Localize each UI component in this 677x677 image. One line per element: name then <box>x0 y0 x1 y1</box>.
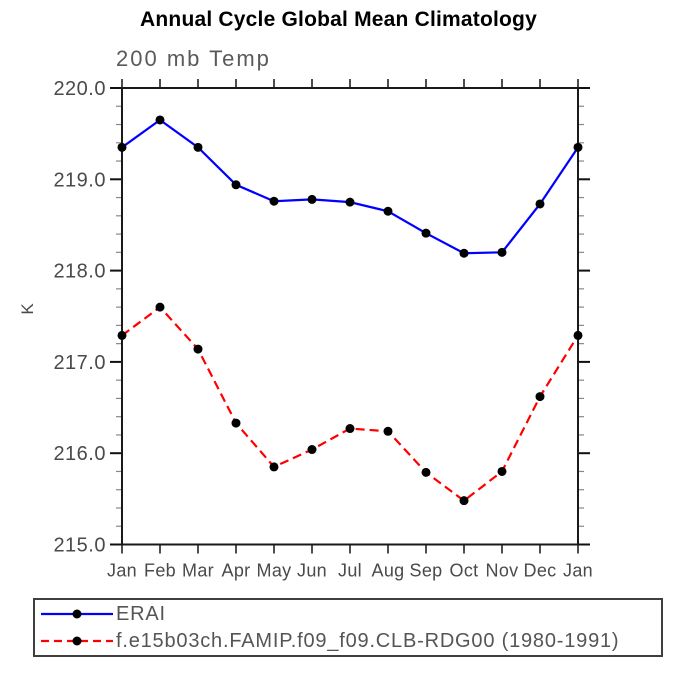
data-point-marker <box>307 194 317 204</box>
data-point-marker <box>535 199 545 209</box>
x-tick-label: Nov <box>486 561 519 581</box>
data-point-marker <box>117 142 127 152</box>
x-tick-label: Aug <box>372 561 405 581</box>
data-point-marker <box>497 247 507 257</box>
x-tick-label: Feb <box>144 561 176 581</box>
y-tick-label: 219.0 <box>53 169 106 191</box>
x-tick-label: Dec <box>524 561 557 581</box>
data-point-marker <box>421 228 431 238</box>
data-point-marker <box>535 392 545 402</box>
y-tick-label: 218.0 <box>53 261 106 283</box>
data-point-marker <box>573 330 583 340</box>
chart-title: Annual Cycle Global Mean Climatology <box>140 8 537 31</box>
y-tick-label: 217.0 <box>53 352 106 374</box>
data-point-marker <box>269 196 279 206</box>
x-tick-label: Oct <box>450 561 479 581</box>
data-point-marker <box>231 418 241 428</box>
y-tick-label: 220.0 <box>53 78 106 100</box>
x-tick-label: Jun <box>297 561 327 581</box>
legend-box: ERAI f.e15b03ch.FAMIP.f09_f09.CLB-RDG00 … <box>33 598 663 657</box>
data-point-marker <box>307 445 317 455</box>
data-point-marker <box>345 424 355 434</box>
data-point-marker <box>421 467 431 477</box>
erai-line-sample-icon <box>41 609 113 619</box>
data-point-marker <box>383 426 393 436</box>
data-point-marker <box>117 330 127 340</box>
plot-frame <box>121 87 579 546</box>
legend-label-erai: ERAI <box>116 602 166 625</box>
data-point-marker <box>155 302 165 312</box>
chart-subtitle: 200 mb Temp <box>116 46 271 71</box>
data-point-marker <box>459 496 469 506</box>
data-point-marker <box>383 206 393 216</box>
data-point-marker <box>573 142 583 152</box>
erai-line <box>121 118 579 255</box>
data-point-marker <box>231 180 241 190</box>
x-tick-label: Mar <box>182 561 214 581</box>
data-point-marker <box>193 344 203 354</box>
data-point-marker <box>193 142 203 152</box>
legend-label-model: f.e15b03ch.FAMIP.f09_f09.CLB-RDG00 (1980… <box>116 629 620 652</box>
model-line <box>121 305 579 503</box>
data-point-marker <box>459 248 469 258</box>
x-tick-label: Jan <box>563 561 593 581</box>
data-point-marker <box>269 462 279 472</box>
legend-item-erai: ERAI <box>40 601 661 628</box>
x-tick-label: Jan <box>107 561 137 581</box>
data-point-marker <box>345 197 355 207</box>
x-tick-label: Apr <box>222 561 251 581</box>
model-line-sample-icon <box>41 636 113 646</box>
data-point-marker <box>155 115 165 125</box>
x-tick-label: Jul <box>338 561 362 581</box>
y-tick-label: 215.0 <box>53 535 106 557</box>
x-tick-label: Sep <box>410 561 443 581</box>
legend-item-model: f.e15b03ch.FAMIP.f09_f09.CLB-RDG00 (1980… <box>40 628 661 655</box>
data-point-marker <box>497 466 507 476</box>
y-tick-label: 216.0 <box>53 443 106 465</box>
x-tick-label: May <box>257 561 292 581</box>
